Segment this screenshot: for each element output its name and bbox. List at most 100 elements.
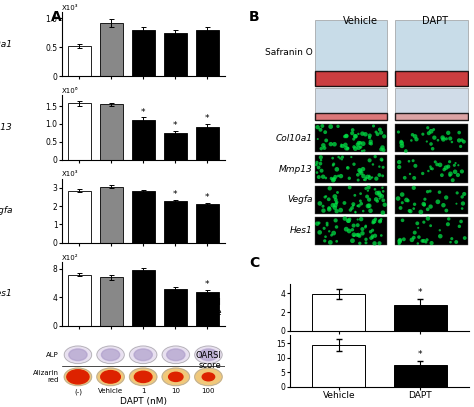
Point [410,234,418,241]
Point [359,130,366,137]
Point [346,207,354,213]
Point [346,175,353,182]
Point [343,133,350,139]
Point [366,175,374,181]
Point [354,141,362,148]
Text: OARSI
grade: OARSI grade [196,298,222,317]
Text: Col10a1: Col10a1 [0,40,13,49]
Text: Safranin O: Safranin O [264,48,312,57]
Point [367,138,374,145]
Point [447,135,454,142]
Point [364,203,372,209]
Point [369,234,376,241]
Point [452,160,459,166]
Point [317,157,325,164]
Point [458,194,466,200]
Point [458,137,466,143]
Point [364,187,372,194]
Point [349,226,356,233]
Point [349,202,357,209]
Point [338,154,346,160]
Point [376,192,383,198]
Point [420,219,428,225]
Text: Mmp13: Mmp13 [0,123,13,132]
Bar [68,275,91,326]
Point [334,123,342,129]
Point [362,236,370,243]
Point [365,197,373,203]
Point [352,133,359,140]
Text: DAPT: DAPT [422,16,448,26]
Point [316,229,323,236]
Point [395,164,403,170]
FancyBboxPatch shape [395,155,468,183]
Point [325,196,332,203]
Point [356,233,363,239]
Point [329,155,337,162]
Circle shape [67,370,89,384]
Point [322,175,329,181]
Bar [68,190,91,243]
Point [367,235,375,241]
Point [398,142,406,149]
Text: *: * [205,114,210,123]
Point [453,239,460,245]
Point [350,144,358,150]
Point [451,168,459,175]
Point [369,219,377,226]
Point [356,168,364,175]
Text: *: * [205,280,210,289]
Bar [132,120,155,160]
Point [379,210,387,216]
Text: *: * [418,289,423,298]
Point [399,199,406,206]
Point [359,166,367,173]
Point [329,177,337,184]
Point [314,136,321,142]
Point [425,130,433,136]
Point [365,184,373,190]
Point [434,199,442,205]
Point [341,215,348,222]
Point [445,216,453,222]
Point [342,142,349,148]
Point [444,221,452,228]
Point [436,189,443,195]
Point [376,195,383,202]
FancyBboxPatch shape [315,186,387,214]
Point [356,167,364,173]
Point [335,154,342,160]
Text: Vegfa: Vegfa [0,206,13,215]
Point [320,225,328,232]
Point [437,233,444,239]
Point [372,129,380,135]
Point [424,215,432,222]
Point [337,207,345,213]
Point [327,141,335,147]
Point [337,143,345,150]
Point [327,239,334,246]
Point [345,217,352,224]
Point [378,157,386,164]
Point [407,208,414,214]
Point [400,236,408,243]
Circle shape [134,349,152,361]
Point [372,216,379,223]
Point [376,126,383,133]
Point [406,208,413,214]
Point [355,177,362,183]
Point [451,162,458,168]
Point [419,170,427,177]
Point [413,136,420,142]
Bar [196,292,219,326]
Point [319,142,327,149]
Point [354,216,362,223]
Point [330,176,338,182]
Text: Hes1: Hes1 [0,289,13,298]
Point [343,145,350,151]
Point [354,222,362,228]
Point [445,163,452,170]
Point [315,164,322,171]
Point [357,144,365,150]
FancyBboxPatch shape [315,88,387,120]
